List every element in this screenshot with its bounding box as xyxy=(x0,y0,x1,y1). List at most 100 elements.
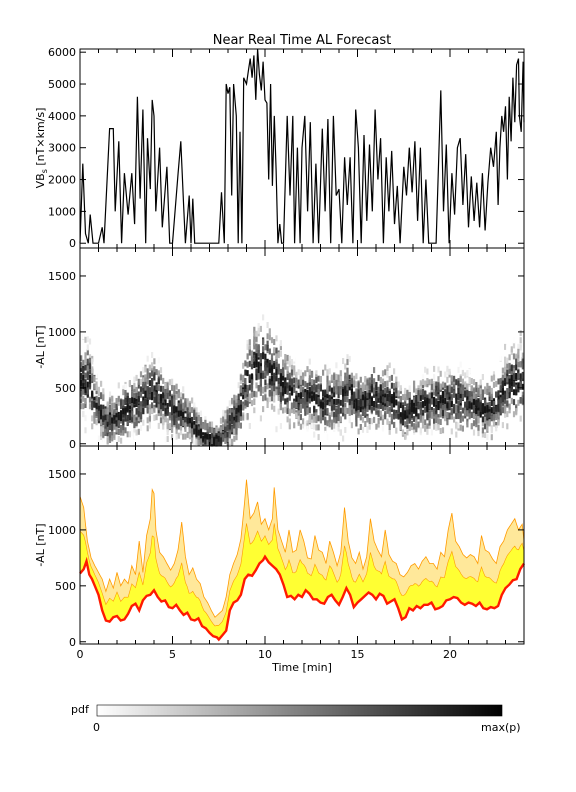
pdf-cell xyxy=(184,422,187,429)
pdf-cell xyxy=(250,382,254,389)
pdf-cell xyxy=(102,408,105,415)
pdf-cell xyxy=(342,358,345,364)
pdf-cell xyxy=(404,413,407,420)
pdf-cell xyxy=(512,367,516,374)
pdf-cell xyxy=(80,403,83,410)
pdf-cell xyxy=(302,301,305,308)
pdf-cell xyxy=(115,414,118,421)
pdf-cell xyxy=(512,399,516,406)
pdf-cell xyxy=(308,380,311,386)
pdf-cell xyxy=(137,391,140,398)
pdf-cell xyxy=(375,333,378,340)
pdf-cell xyxy=(255,355,258,362)
pdf-cell xyxy=(444,415,447,422)
pdf-cell xyxy=(353,380,356,387)
pdf-cell xyxy=(282,374,285,381)
pdf-cell xyxy=(337,421,340,427)
pdf-cell xyxy=(386,395,389,401)
pdf-cell xyxy=(155,414,158,421)
pdf-cell xyxy=(521,395,524,402)
pdf-cell xyxy=(410,399,413,406)
pdf-cell xyxy=(302,391,305,398)
pdf-cell xyxy=(193,332,196,339)
pdf-cell xyxy=(472,404,476,411)
pdf-cell xyxy=(346,367,349,374)
pdf-cell xyxy=(328,415,331,422)
pdf-cell xyxy=(270,369,274,376)
pdf-cell xyxy=(361,426,365,433)
pdf-cell xyxy=(231,360,234,367)
pdf-cell xyxy=(124,407,127,414)
y-tick-label: 2000 xyxy=(48,174,76,187)
pdf-cell xyxy=(384,413,387,420)
pdf-cell xyxy=(148,404,151,411)
pdf-cell xyxy=(255,343,258,350)
pdf-cell xyxy=(153,414,156,421)
pdf-cell xyxy=(335,417,338,424)
pdf-cell xyxy=(519,378,522,385)
pdf-cell xyxy=(326,408,329,414)
pdf-cell xyxy=(519,397,522,404)
pdf-cell xyxy=(142,388,145,394)
pdf-cell xyxy=(262,372,265,379)
pdf-cell xyxy=(268,396,271,403)
pdf-cell xyxy=(262,314,265,321)
pdf-cell xyxy=(410,364,413,371)
pdf-cell xyxy=(139,401,143,408)
pdf-cell xyxy=(453,391,456,398)
pdf-cell xyxy=(464,331,467,338)
pdf-cell xyxy=(222,424,225,430)
pdf-cell xyxy=(295,395,298,402)
pdf-cell xyxy=(361,382,365,389)
pdf-cell xyxy=(466,370,469,376)
y-tick-label: 1500 xyxy=(48,468,76,481)
pdf-cell xyxy=(357,337,360,344)
pdf-cell xyxy=(521,358,524,365)
pdf-cell xyxy=(357,389,360,396)
pdf-cell xyxy=(313,389,316,395)
pdf-cell xyxy=(111,408,114,415)
pdf-cell xyxy=(159,374,163,381)
pdf-cell xyxy=(468,433,471,440)
pdf-cell xyxy=(377,322,380,329)
pdf-cell xyxy=(97,403,100,410)
pdf-cell xyxy=(472,320,476,327)
pdf-cell xyxy=(233,420,236,427)
pdf-cell xyxy=(433,365,436,372)
pdf-cell xyxy=(193,440,196,447)
pdf-cell xyxy=(441,410,445,417)
pdf-cell xyxy=(506,393,509,400)
pdf-cell xyxy=(146,399,149,406)
pdf-cell xyxy=(242,389,245,395)
pdf-cell xyxy=(486,331,489,338)
pdf-cell xyxy=(84,336,87,343)
y-tick-label: 0 xyxy=(69,636,76,649)
pdf-cell xyxy=(406,418,409,425)
pdf-cell xyxy=(80,390,83,397)
pdf-cell xyxy=(304,398,307,405)
pdf-cell xyxy=(262,406,265,413)
pdf-cell xyxy=(122,399,125,406)
pdf-cell xyxy=(159,403,163,410)
pdf-cell xyxy=(270,403,274,410)
pdf-cell xyxy=(421,422,425,429)
pdf-cell xyxy=(288,408,291,415)
pdf-cell xyxy=(304,370,307,377)
pdf-cell xyxy=(439,428,442,434)
pdf-cell xyxy=(95,434,98,441)
pdf-cell xyxy=(337,386,340,393)
pdf-cell xyxy=(157,422,160,429)
pdf-cell xyxy=(257,361,260,368)
pdf-cell xyxy=(84,276,87,283)
pdf-cell xyxy=(488,419,491,426)
pdf-cell xyxy=(268,334,271,341)
pdf-cell xyxy=(262,353,265,360)
pdf-cell xyxy=(450,409,453,416)
pdf-cell xyxy=(186,409,189,416)
pdf-cell xyxy=(330,423,334,430)
pdf-cell xyxy=(468,378,471,385)
pdf-cell xyxy=(115,421,118,428)
pdf-cell xyxy=(233,409,236,416)
pdf-cell xyxy=(335,362,338,369)
pdf-cell xyxy=(100,430,103,437)
